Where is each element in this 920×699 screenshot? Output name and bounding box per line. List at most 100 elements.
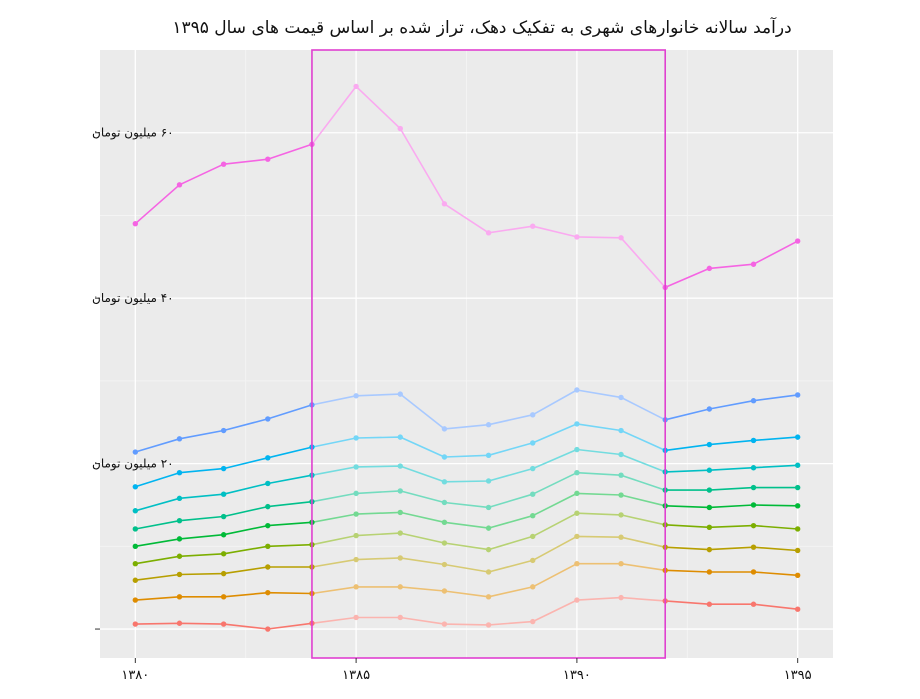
data-point: [353, 614, 359, 621]
data-point: [132, 577, 139, 583]
data-point: [176, 594, 183, 600]
data-point: [794, 572, 801, 578]
data-point: [220, 551, 227, 557]
data-point: [220, 594, 227, 600]
data-point: [794, 484, 801, 491]
x-axis: ۱۳۸۰ ۱۳۸۵ ۱۳۹۰ ۱۳۹۵: [121, 658, 812, 683]
data-point: [794, 434, 801, 440]
series-decile-5: [132, 490, 801, 550]
data-point: [485, 525, 492, 531]
data-point: [132, 597, 139, 603]
chart-title: درآمد سالانه خانوارهای شهری به تفکیک دهک…: [172, 16, 791, 38]
data-point: [706, 406, 713, 412]
data-point: [265, 156, 271, 162]
data-point: [441, 201, 448, 207]
data-point: [265, 543, 271, 550]
data-point: [220, 532, 227, 538]
data-point: [353, 532, 359, 539]
data-point: [132, 221, 139, 227]
data-point: [397, 614, 403, 621]
data-point: [441, 479, 448, 485]
data-point: [353, 464, 359, 470]
data-point: [441, 499, 448, 506]
series-decile-1: [132, 594, 801, 632]
data-point: [132, 449, 139, 455]
series-line-after: [665, 546, 798, 552]
data-point: [485, 569, 492, 575]
data-point: [706, 569, 713, 575]
x-tick-label: ۱۳۹۰: [563, 668, 591, 683]
data-point: [353, 393, 359, 399]
data-point: [397, 509, 403, 516]
data-point: [574, 446, 580, 453]
data-point: [530, 223, 536, 229]
data-point: [706, 487, 713, 493]
data-point: [220, 491, 227, 497]
y-tick-label: ۴۰ میلیون تومان: [92, 291, 174, 306]
data-point: [750, 261, 757, 267]
data-point: [794, 606, 801, 612]
series-line-after: [665, 394, 798, 421]
data-point: [176, 495, 183, 502]
data-point: [706, 441, 713, 448]
data-point: [794, 526, 801, 532]
data-point: [574, 421, 580, 427]
x-tick-label: ۱۳۹۵: [784, 668, 812, 683]
data-point: [441, 561, 448, 568]
data-point: [132, 484, 139, 490]
data-point: [618, 560, 624, 567]
data-point: [530, 440, 536, 446]
data-point: [485, 422, 492, 428]
data-point: [618, 472, 624, 478]
data-point: [353, 556, 359, 563]
series-decile-6: [132, 470, 801, 532]
data-point: [618, 534, 624, 540]
y-tick-label: ۶۰ میلیون تومان: [92, 126, 174, 141]
data-point: [265, 416, 271, 422]
data-point: [397, 488, 403, 494]
data-point: [530, 533, 536, 540]
data-point: [265, 480, 271, 487]
series-decile-7: [132, 446, 801, 514]
data-point: [794, 462, 801, 468]
data-point: [176, 553, 183, 559]
data-point: [397, 391, 403, 397]
data-point: [265, 522, 271, 529]
x-tick-label: ۱۳۸۰: [121, 668, 149, 683]
data-point: [574, 234, 580, 240]
data-point: [706, 524, 713, 531]
data-point: [265, 455, 271, 461]
data-point: [618, 594, 624, 601]
data-point: [706, 265, 713, 272]
series-line-after: [665, 600, 798, 610]
data-point: [574, 533, 580, 540]
data-point: [353, 511, 359, 517]
data-point: [618, 394, 624, 401]
highlight-layer: [311, 49, 667, 659]
data-point: [530, 618, 536, 625]
data-point: [132, 543, 139, 550]
data-point: [176, 571, 183, 578]
data-point: [485, 230, 492, 236]
data-point: [750, 398, 757, 404]
data-point: [441, 519, 448, 526]
data-point: [618, 235, 624, 241]
data-point: [353, 83, 359, 90]
data-point: [220, 465, 227, 472]
major-gridlines: [100, 50, 833, 658]
data-point: [706, 546, 713, 553]
data-point: [794, 547, 801, 554]
data-point: [397, 555, 403, 561]
data-point: [265, 589, 271, 596]
series-layer: [132, 83, 801, 632]
data-point: [530, 412, 536, 418]
series-decile-4: [132, 510, 801, 567]
data-point: [618, 427, 624, 434]
data-point: [132, 508, 139, 514]
series-line-after: [665, 569, 798, 577]
y-axis: ۲۰ میلیون تومان ۴۰ میلیون تومان ۶۰ میلیون …: [92, 126, 174, 630]
data-point: [441, 540, 448, 546]
data-point: [574, 470, 580, 476]
data-point: [750, 544, 757, 550]
